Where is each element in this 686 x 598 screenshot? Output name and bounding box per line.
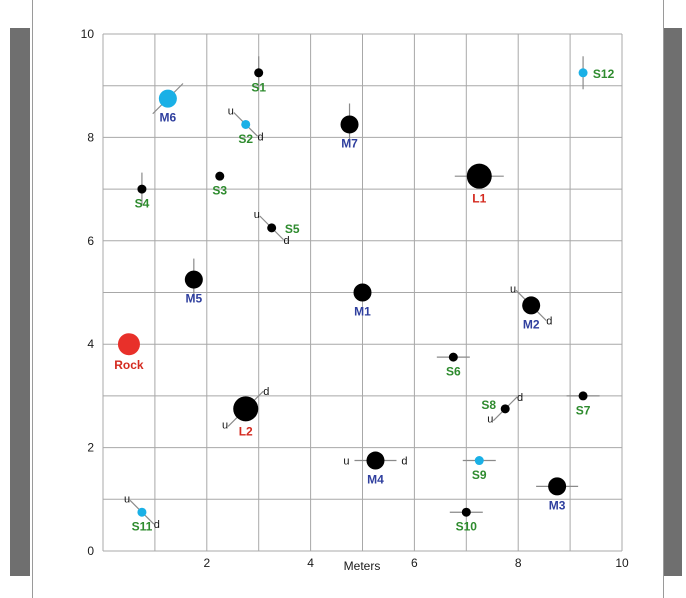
marker-label: S3 xyxy=(212,184,227,198)
figure-frame xyxy=(32,0,664,598)
axis-ticks: 2 4 6 8 10 0 2 4 6 8 10 xyxy=(81,27,629,570)
station-dot xyxy=(340,115,359,134)
rock-dot xyxy=(117,333,140,356)
marker-s9: S9 xyxy=(462,456,496,482)
marker-label: M1 xyxy=(354,305,371,319)
marker-label: M4 xyxy=(367,473,384,487)
marker-m2: u d M2 xyxy=(510,283,552,331)
down-mark: d xyxy=(517,392,523,404)
y-tick-label: 2 xyxy=(87,441,94,455)
x-axis-title: Meters xyxy=(344,559,381,573)
up-mark: u xyxy=(343,456,349,468)
x-tick-label: 4 xyxy=(307,556,314,570)
marker-label: S6 xyxy=(446,365,461,379)
up-mark: u xyxy=(228,106,234,118)
station-dot xyxy=(578,391,588,401)
marker-label: S1 xyxy=(251,80,266,94)
station-dot xyxy=(254,68,264,78)
y-tick-label: 4 xyxy=(87,337,94,351)
marker-s6: S6 xyxy=(436,352,470,379)
up-mark: u xyxy=(124,493,130,505)
y-tick-label: 10 xyxy=(81,27,95,41)
marker-label: M6 xyxy=(160,111,177,125)
x-tick-label: 10 xyxy=(615,556,629,570)
marker-m1: M1 xyxy=(353,283,372,319)
station-dot xyxy=(184,270,203,289)
station-dot xyxy=(215,171,225,181)
up-mark: u xyxy=(510,283,516,295)
station-dot xyxy=(137,507,147,517)
marker-label: S8 xyxy=(481,398,496,412)
up-mark: u xyxy=(222,419,228,431)
station-dot xyxy=(137,184,147,194)
y-tick-label: 6 xyxy=(87,234,94,248)
down-mark: d xyxy=(401,456,407,468)
marker-label: M7 xyxy=(341,136,358,150)
marker-label: M3 xyxy=(549,498,566,512)
station-dot xyxy=(522,296,541,315)
marker-label: S11 xyxy=(132,520,153,534)
marker-s5: u dS5 xyxy=(254,209,300,247)
marker-label: L2 xyxy=(239,424,253,438)
marker-label: Rock xyxy=(114,358,144,372)
station-dot xyxy=(158,89,177,108)
station-dot xyxy=(548,477,567,496)
marker-label: S9 xyxy=(472,468,487,482)
up-mark: u xyxy=(487,414,493,426)
marker-rock: Rock xyxy=(114,333,144,372)
station-dot xyxy=(466,163,492,189)
down-mark: d xyxy=(258,131,264,143)
station-dot xyxy=(500,404,510,414)
left-gray-bar xyxy=(10,28,30,576)
marker-label: S12 xyxy=(593,67,615,81)
marker-label: S2 xyxy=(238,132,253,146)
marker-label: S4 xyxy=(135,197,150,211)
marker-label: L1 xyxy=(472,192,486,206)
station-dot xyxy=(241,119,251,129)
down-mark: d xyxy=(546,316,552,328)
marker-m7: M7 xyxy=(340,103,359,150)
station-dot xyxy=(578,68,588,78)
marker-s12: S12 xyxy=(578,56,615,90)
y-tick-label: 0 xyxy=(87,544,94,558)
station-dot xyxy=(353,283,372,302)
marker-m5: M5 xyxy=(184,258,203,306)
marker-s4: S4 xyxy=(135,172,150,211)
down-mark: d xyxy=(283,235,289,247)
station-dot xyxy=(474,456,484,466)
marker-s3: S3 xyxy=(212,171,227,198)
marker-label: S5 xyxy=(285,222,300,236)
marker-l2: u d L2 xyxy=(222,386,269,438)
marker-s8: u d S8 xyxy=(481,392,523,426)
marker-m4: u d M4 xyxy=(343,451,408,487)
marker-m3: M3 xyxy=(536,477,579,512)
station-dot xyxy=(267,223,277,233)
marker-l1: L1 xyxy=(454,163,504,206)
station-dot xyxy=(461,507,471,517)
x-tick-label: 8 xyxy=(515,556,522,570)
down-mark: d xyxy=(154,519,160,531)
x-tick-label: 6 xyxy=(411,556,418,570)
marker-label: M5 xyxy=(185,292,202,306)
marker-s2: u d S2 xyxy=(228,106,264,146)
marker-label: S10 xyxy=(456,520,478,534)
station-dot xyxy=(233,396,259,422)
marker-label: S7 xyxy=(576,403,591,417)
station-dot xyxy=(366,451,385,470)
up-mark: u xyxy=(254,209,260,221)
marker-s1: S1 xyxy=(251,56,266,94)
marker-s7: S7 xyxy=(566,391,600,417)
station-dot xyxy=(448,352,458,362)
x-tick-label: 2 xyxy=(203,556,210,570)
y-tick-label: 8 xyxy=(87,130,94,144)
marker-s10: S10 xyxy=(449,507,483,534)
marker-label: M2 xyxy=(523,317,540,331)
right-gray-bar xyxy=(662,28,682,576)
down-mark: d xyxy=(263,386,269,398)
marker-m6: M6 xyxy=(152,83,184,125)
